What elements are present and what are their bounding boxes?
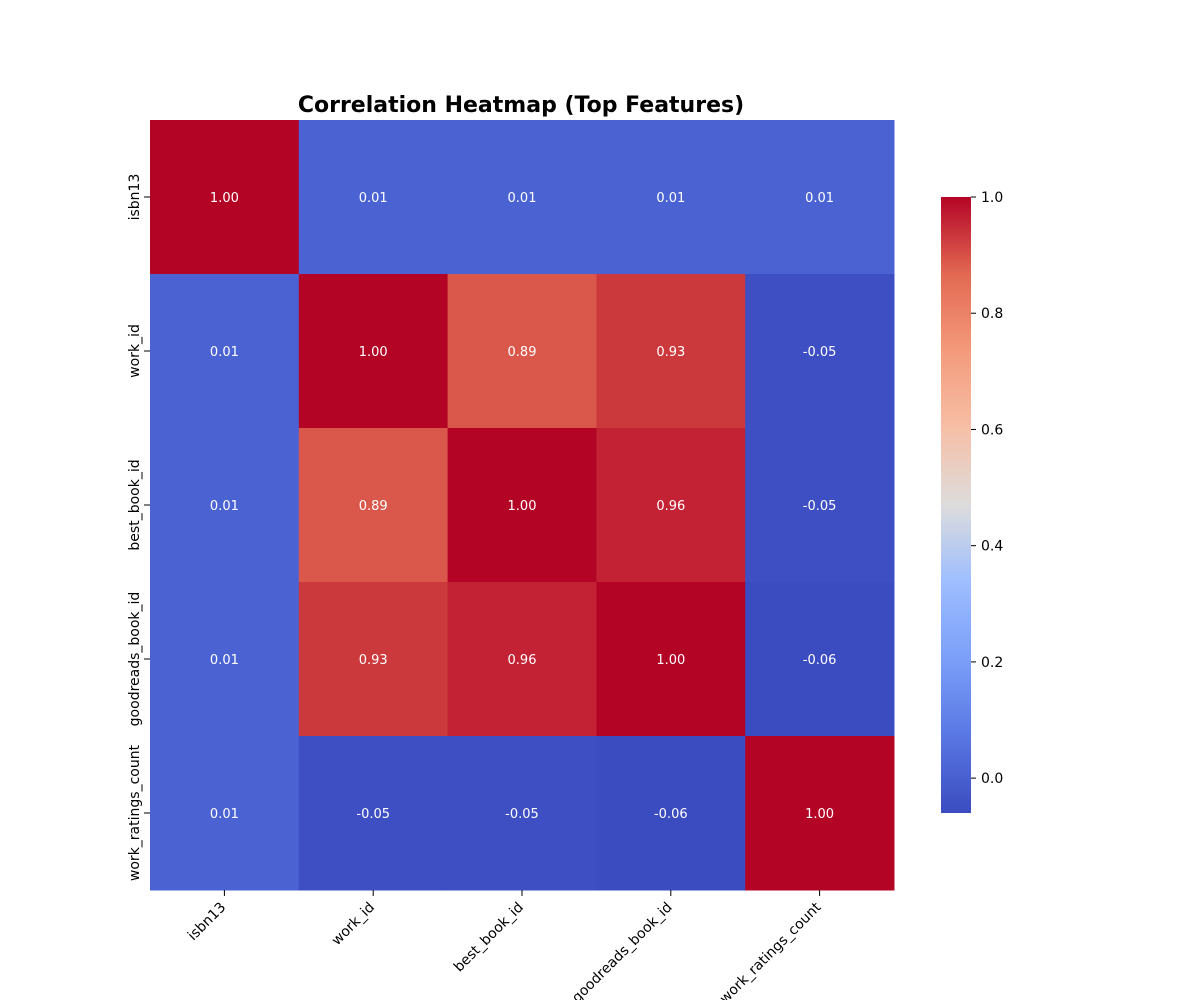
cell-value-label: 0.96 [508, 653, 537, 668]
x-tick-label: goodreads_book_id [569, 900, 676, 1000]
cell-value-label: 0.01 [359, 191, 388, 206]
cell-value-label: 1.00 [359, 345, 388, 360]
cell-value-label: 0.01 [210, 345, 239, 360]
colorbar-tick-label: 0.2 [981, 655, 1003, 671]
cell-value-label: -0.05 [803, 345, 837, 360]
x-tick-label: work_id [329, 900, 378, 949]
heatmap-cell [298, 582, 449, 737]
cell-value-label: 0.01 [805, 191, 834, 206]
heatmap-cell [596, 428, 746, 583]
cell-value-label: -0.05 [505, 807, 539, 822]
colorbar-tick-label: 0.0 [981, 771, 1003, 787]
heatmap-cell [745, 428, 895, 583]
cell-value-label: 0.93 [656, 345, 685, 360]
cell-value-label: -0.06 [803, 653, 837, 668]
cell-value-label: 0.01 [656, 191, 685, 206]
y-tick-label: goodreads_book_id [127, 592, 143, 727]
colorbar-gradient [941, 197, 971, 813]
heatmap-cell [150, 274, 300, 429]
colorbar-tick-label: 1.0 [981, 190, 1003, 206]
cell-value-label: 0.93 [359, 653, 388, 668]
colorbar: 0.0 0.2 0.4 0.6 0.8 1.0 [941, 190, 1003, 813]
heatmap-cell [596, 736, 746, 891]
cell-value-label: 0.89 [508, 345, 537, 360]
heatmap-cell [298, 736, 449, 891]
x-axis: isbn13 work_id best_book_id goodreads_book_… [185, 890, 825, 1004]
heatmap-cell [150, 736, 300, 891]
heatmap-cell [447, 274, 597, 429]
y-tick-label: best_book_id [127, 459, 143, 550]
cell-value-label: 0.01 [210, 807, 239, 822]
cell-value-label: 1.00 [805, 807, 834, 822]
heatmap-cell [447, 582, 597, 737]
heatmap-cell [745, 120, 895, 275]
y-axis: isbn13 work_id best_book_id goodreads_book_… [127, 174, 150, 881]
colorbar-tick-label: 0.4 [981, 539, 1003, 555]
cell-value-label: 0.01 [210, 499, 239, 514]
heatmap-cell [596, 120, 746, 275]
x-tick-label: work_ratings_count [717, 899, 825, 1000]
heatmap-cell [596, 582, 746, 737]
cell-value-label: 0.01 [508, 191, 537, 206]
heatmap-cell [745, 736, 895, 891]
heatmap-cell [150, 582, 300, 737]
cell-value-label: -0.05 [356, 807, 390, 822]
chart-title: Correlation Heatmap (Top Features) [298, 93, 744, 118]
y-tick-label: work_ratings_count [127, 744, 143, 881]
x-tick-label: isbn13 [185, 900, 229, 944]
cell-value-label: -0.06 [654, 807, 688, 822]
heatmap-cells [150, 120, 895, 891]
heatmap-cell [150, 428, 300, 583]
colorbar-tick-label: 0.8 [981, 306, 1003, 322]
heatmap-cell [596, 274, 746, 429]
cell-value-label: 1.00 [508, 499, 537, 514]
y-tick-label: isbn13 [127, 174, 143, 221]
cell-value-label: 1.00 [656, 653, 685, 668]
heatmap-annotations: 1.00 0.01 0.01 0.01 0.01 0.01 1.00 0.89 0.93 -0.0… [210, 191, 836, 822]
cell-value-label: 0.96 [656, 499, 685, 514]
heatmap-cell [298, 274, 449, 429]
y-tick-label: work_id [127, 324, 143, 378]
x-tick-label: best_book_id [451, 900, 527, 976]
heatmap-cell [447, 428, 597, 583]
cell-value-label: 0.89 [359, 499, 388, 514]
cell-value-label: 0.01 [210, 653, 239, 668]
heatmap-cell [745, 582, 895, 737]
heatmap-cell [745, 274, 895, 429]
heatmap-cell [298, 428, 449, 583]
heatmap-cell [447, 736, 597, 891]
cell-value-label: -0.05 [803, 499, 837, 514]
heatmap-cell [298, 120, 449, 275]
heatmap-cell [447, 120, 597, 275]
cell-value-label: 1.00 [210, 191, 239, 206]
heatmap-cell [150, 120, 300, 275]
colorbar-tick-label: 0.6 [981, 422, 1003, 438]
